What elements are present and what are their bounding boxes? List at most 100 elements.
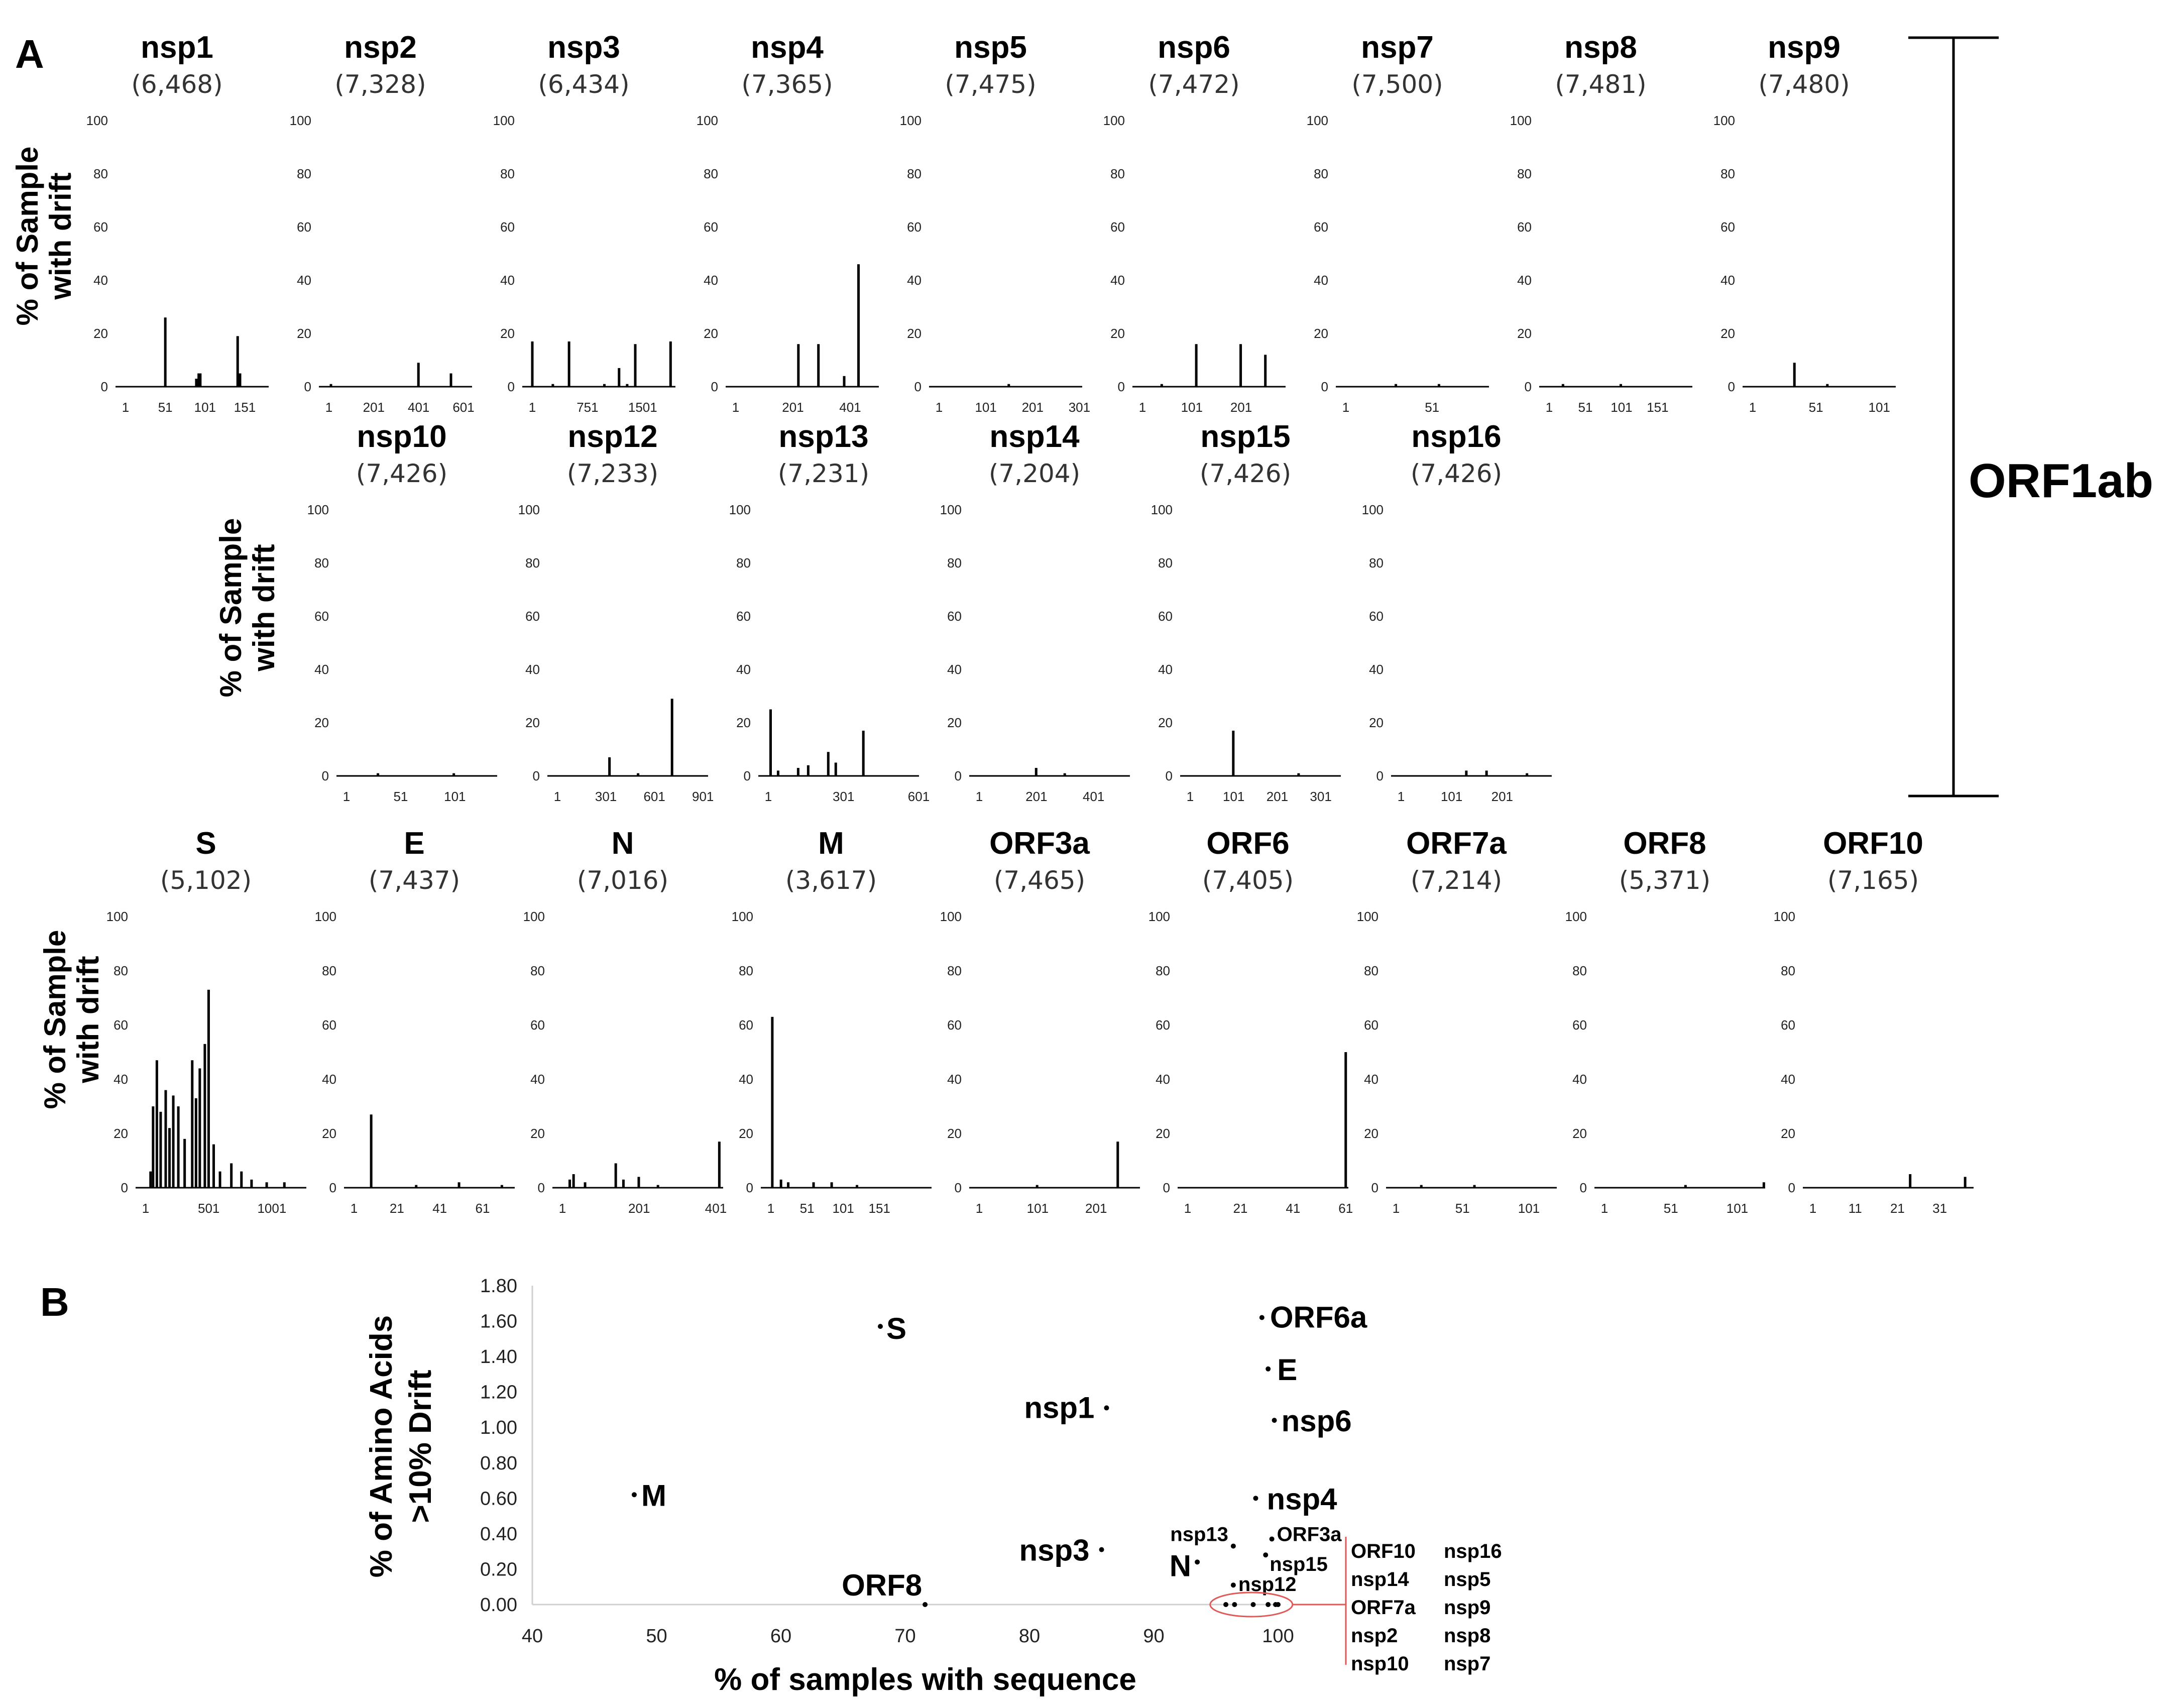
y-label-line2: with drift [71,956,105,1083]
y-tick-label: 0 [508,379,515,394]
gene-title: nsp8 [1564,30,1637,65]
drift-bar [1684,1185,1687,1188]
scatter-point-label: N [1170,1549,1191,1582]
gene-title: nsp3 [547,30,620,65]
drift-bar [370,1114,373,1188]
scatter-point-label: ORF6a [1270,1301,1367,1334]
x-tick-label: 901 [692,789,714,804]
y-tick-label: 80 [1364,963,1378,978]
scatter-point [631,1492,637,1498]
y-tick-label: 0 [101,379,108,394]
drift-bar [183,1139,186,1188]
y-tick-label: 80 [525,555,540,571]
drift-bar [834,762,837,776]
gene-plot-e: E (7,437) 0 20 40 60 80 100 1 21 41 61 [315,826,515,1216]
x-tick-label: 1 [1393,1201,1400,1216]
gene-title: nsp16 [1411,419,1501,454]
x-tick-label: 1 [343,789,350,804]
drift-bar [637,773,640,776]
y-tick-label: 60 [1720,219,1735,235]
b-x-tick-label: 60 [770,1626,791,1647]
drift-bar [1395,384,1398,387]
gene-plot-nsp14: nsp14 (7,204) 0 20 40 60 80 100 1 201 401 [940,419,1130,804]
gene-sample-count: (7,365) [741,70,833,99]
y-tick-label: 80 [1158,555,1173,571]
gene-sample-count: (7,233) [567,459,658,488]
y-tick-label: 0 [746,1180,753,1195]
y-tick-label: 40 [1517,273,1532,288]
y-tick-label: 20 [500,326,515,341]
b-y-tick-label: 1.20 [480,1382,517,1403]
gene-title: nsp12 [567,419,657,454]
y-tick-label: 0 [1525,379,1532,394]
y-tick-label: 60 [947,1017,962,1033]
y-tick-label: 60 [525,609,540,624]
x-tick-label: 1 [559,1201,566,1216]
y-tick-label: 0 [538,1180,545,1195]
b-y-title-line1: % of Amino Acids [364,1315,399,1577]
gene-sample-count: (7,475) [945,70,1036,99]
gene-sample-count: (5,102) [160,866,252,895]
y-tick-label: 80 [1572,963,1587,978]
drift-bar [567,341,570,387]
drift-bar [817,344,820,387]
gene-plot-nsp9: nsp9 (7,480) 0 20 40 60 80 100 1 51 101 [1713,30,1896,415]
x-tick-label: 101 [1518,1201,1540,1216]
y-tick-label: 80 [1781,963,1795,978]
x-tick-label: 1 [767,1201,774,1216]
gene-plot-orf7a: ORF7a (7,214) 0 20 40 60 80 100 1 51 101 [1357,826,1557,1216]
drift-bar [531,341,534,387]
scatter-point-label: nsp3 [1019,1534,1090,1567]
drift-bar [1473,1185,1476,1188]
x-tick-label: 201 [1267,789,1288,804]
cluster-label: nsp2 [1351,1625,1398,1647]
y-tick-label: 80 [1110,166,1125,181]
y-tick-label: 20 [1110,326,1125,341]
y-tick-label: 80 [1720,166,1735,181]
y-tick-label: 0 [744,768,751,783]
gene-title: ORF10 [1823,826,1923,861]
gene-sample-count: (7,500) [1351,70,1443,99]
drift-bar [656,1185,659,1188]
drift-bar [857,264,860,387]
scatter-point-label: S [886,1312,906,1345]
gene-sample-count: (7,480) [1758,70,1850,99]
y-tick-label: 60 [739,1017,753,1033]
y-tick-label: 20 [736,715,751,730]
y-tick-label: 20 [314,715,329,730]
scatter-point-label: M [641,1479,666,1512]
panel-b: 0.00 0.20 0.40 0.60 0.80 1.00 1.20 1.40 1.60 1.80… [364,1276,1502,1697]
y-tick-label: 0 [955,768,962,783]
drift-bar [1007,384,1010,387]
y-tick-label: 80 [704,166,718,181]
drift-bar [771,1016,774,1188]
gene-title: nsp15 [1200,419,1290,454]
x-tick-label: 101 [1869,400,1890,415]
gene-sample-count: (7,405) [1202,866,1294,895]
y-tick-label: 80 [113,963,128,978]
y-tick-label: 100 [315,909,336,924]
scatter-point-label: nsp1 [1024,1391,1094,1424]
cluster-label: nsp14 [1351,1568,1409,1590]
y-tick-label: 20 [113,1126,128,1141]
drift-bar [1036,1185,1039,1188]
scatter-point-label: E [1277,1353,1297,1387]
x-tick-label: 301 [833,789,854,804]
y-tick-label: 0 [914,379,922,394]
drift-bar [608,757,611,776]
drift-bar [1762,1182,1765,1188]
gene-title: nsp7 [1361,30,1434,65]
x-tick-label: 301 [1069,400,1090,415]
drift-bar [1964,1177,1967,1188]
y-tick-label: 100 [493,113,515,128]
drift-bar [1437,384,1440,387]
x-tick-label: 61 [476,1201,490,1216]
y-tick-label: 60 [1572,1017,1587,1033]
x-tick-label: 101 [444,789,466,804]
drift-bar [195,379,198,387]
x-tick-label: 1 [351,1201,358,1216]
y-tick-label: 100 [290,113,311,128]
drift-bar [622,1179,625,1188]
